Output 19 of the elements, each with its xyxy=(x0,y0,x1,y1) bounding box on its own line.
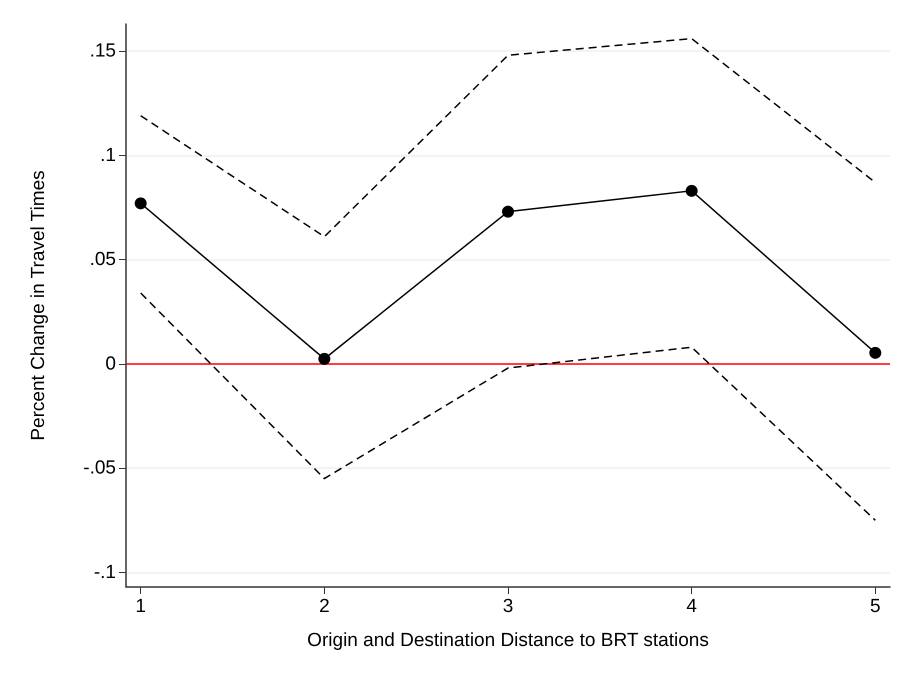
x-tick-label: 2 xyxy=(319,596,330,617)
x-tick-label: 5 xyxy=(870,596,881,617)
y-tick-label: .05 xyxy=(90,249,116,270)
y-axis-title: Percent Change in Travel Times xyxy=(28,170,49,441)
x-tick-label: 3 xyxy=(502,596,514,617)
y-tick-label: .1 xyxy=(100,144,116,166)
point xyxy=(134,197,147,210)
point xyxy=(869,346,882,359)
point xyxy=(502,206,514,218)
y-tick-label: .15 xyxy=(90,40,116,62)
x-tick-label: 4 xyxy=(686,596,698,617)
y-tick-label: -.1 xyxy=(94,562,116,583)
y-tick-label: -.05 xyxy=(83,458,116,479)
x-axis-title: Origin and Destination Distance to BRT stations xyxy=(307,630,709,651)
line-series xyxy=(140,292,876,522)
point xyxy=(318,352,330,365)
x-tick-label: 1 xyxy=(135,596,146,617)
y-tick-label: 0 xyxy=(105,353,116,374)
point xyxy=(686,184,698,197)
